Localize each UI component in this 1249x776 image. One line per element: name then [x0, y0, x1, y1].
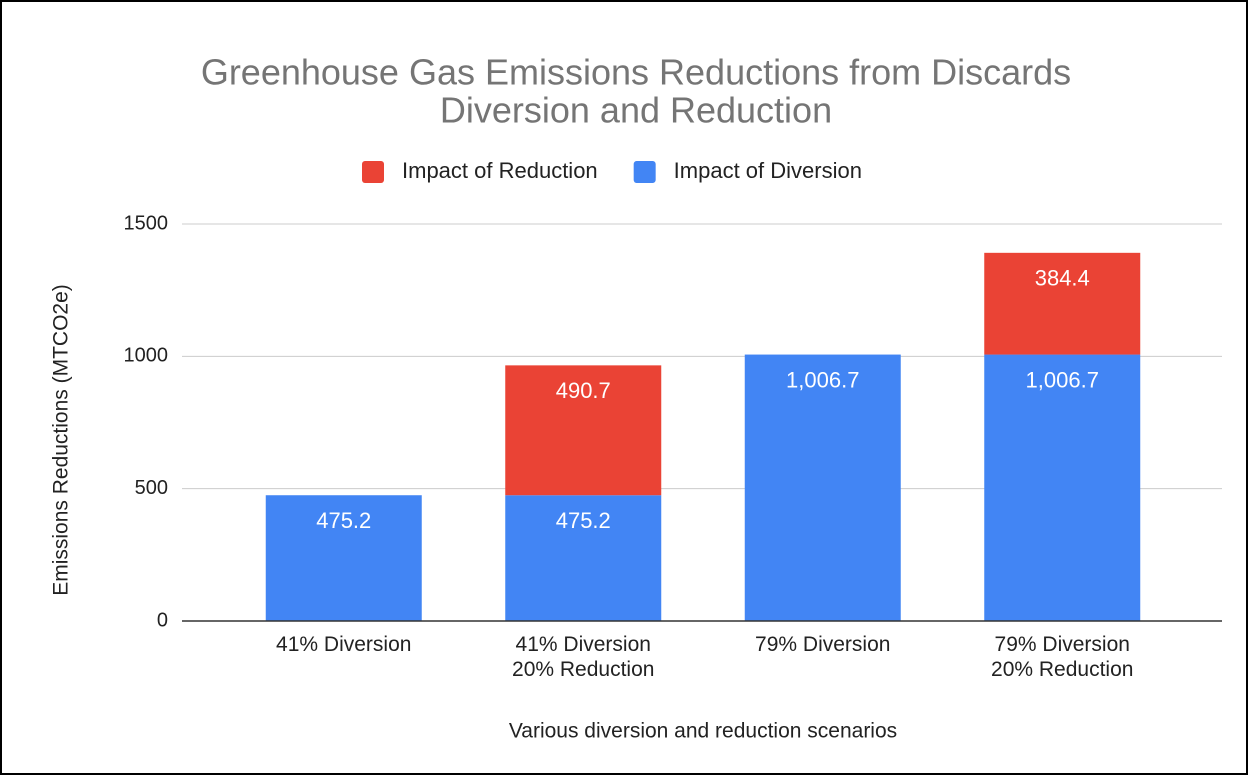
value-label: 490.7: [556, 378, 611, 403]
chart-title: Diversion and Reduction: [440, 90, 832, 131]
x-tick-label: 41% Diversion 20% Reduction: [512, 633, 654, 681]
x-tick-line: 79% Diversion: [995, 633, 1130, 656]
x-tick-line: 79% Diversion: [755, 633, 890, 656]
y-tick-label: 1500: [124, 212, 169, 234]
x-tick-label: 79% Diversion 20% Reduction: [991, 633, 1133, 681]
x-tick-label: 79% Diversion: [755, 633, 890, 656]
value-label: 475.2: [316, 508, 371, 533]
value-label: 384.4: [1035, 266, 1090, 291]
legend-swatch: [362, 161, 384, 183]
y-axis-label: Emissions Reductions (MTCO2e): [50, 284, 73, 596]
y-tick-label: 1000: [124, 345, 169, 367]
value-label: 1,006.7: [786, 367, 859, 392]
bar-segment: [505, 365, 662, 496]
legend-label: Impact of Reduction: [402, 158, 598, 183]
bar-segment: [265, 495, 422, 621]
x-tick-label: 41% Diversion: [276, 633, 411, 656]
x-axis-label: Various diversion and reduction scenario…: [509, 720, 897, 743]
bar-segment: [744, 354, 901, 621]
x-tick-line: 41% Diversion: [516, 633, 651, 656]
y-tick-label: 0: [157, 609, 168, 631]
x-tick-line: 41% Diversion: [276, 633, 411, 656]
x-tick-line: 20% Reduction: [991, 658, 1133, 681]
x-tick-line: 20% Reduction: [512, 658, 654, 681]
chart-title: Greenhouse Gas Emissions Reductions from…: [201, 52, 1071, 93]
value-label: 475.2: [556, 508, 611, 533]
bar-segment: [984, 252, 1141, 355]
bar-segment: [505, 495, 662, 621]
legend-label: Impact of Diversion: [674, 158, 862, 183]
y-tick-label: 500: [135, 477, 168, 499]
value-label: 1,006.7: [1026, 367, 1099, 392]
legend-swatch: [633, 161, 656, 183]
bar-segment: [984, 354, 1141, 621]
